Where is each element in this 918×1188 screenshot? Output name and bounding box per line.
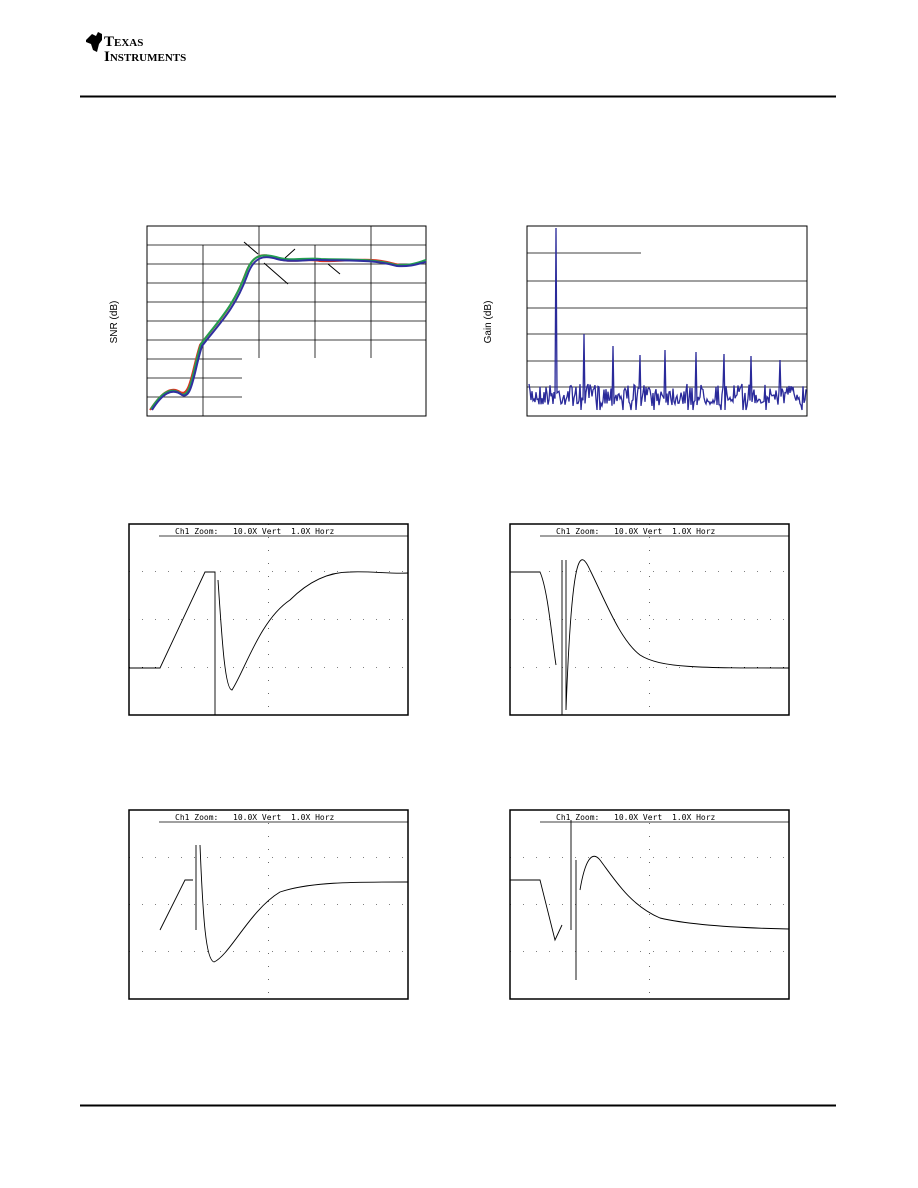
scope-trace — [510, 559, 790, 715]
scope-horz: 1.0X Horz — [291, 813, 335, 822]
scope-frame — [509, 523, 790, 716]
scope-vert: 10.0X Vert — [614, 813, 662, 822]
snr-curves — [149, 254, 427, 411]
scope-frame — [128, 809, 409, 1000]
scope-trace — [159, 844, 409, 963]
logo: Texas Instruments — [86, 32, 186, 65]
scope-figures: Ch1 Zoom: 10.0X Vert 1.0X Horz Ch1 Zoom: 10.… — [128, 523, 790, 1000]
logo-text: Texas — [104, 34, 143, 50]
plot-frame — [526, 225, 808, 417]
scope-horz: 1.0X Horz — [291, 527, 335, 536]
snr-figure: SNR (dB) — [109, 225, 427, 417]
scope-label: Ch1 Zoom: — [175, 527, 218, 536]
gain-figure: Gain (dB) — [483, 225, 808, 417]
scope-graticule — [510, 524, 789, 715]
logo-mark — [86, 32, 102, 52]
callouts — [243, 241, 341, 285]
scope-frame — [509, 809, 790, 1000]
grid — [147, 226, 426, 416]
scope-label: Ch1 Zoom: — [556, 527, 599, 536]
scope-horz: 1.0X Horz — [672, 813, 716, 822]
scope-trace — [129, 571, 409, 715]
scope-frame — [128, 523, 409, 716]
scope-graticule — [510, 810, 789, 999]
scope-vert: 10.0X Vert — [233, 813, 281, 822]
scope-vert: 10.0X Vert — [614, 527, 662, 536]
scope-graticule — [129, 810, 408, 999]
scope-trace — [510, 820, 790, 980]
y-axis-label: SNR (dB) — [109, 301, 120, 344]
logo-text: Instruments — [104, 49, 186, 65]
grid — [527, 252, 807, 388]
scope-horz: 1.0X Horz — [672, 527, 716, 536]
scope-vert: 10.0X Vert — [233, 527, 281, 536]
y-axis-label: Gain (dB) — [483, 301, 494, 344]
scope-graticule — [129, 524, 408, 715]
scope-label: Ch1 Zoom: — [175, 813, 218, 822]
scope-label: Ch1 Zoom: — [556, 813, 599, 822]
fft-trace — [528, 227, 807, 411]
